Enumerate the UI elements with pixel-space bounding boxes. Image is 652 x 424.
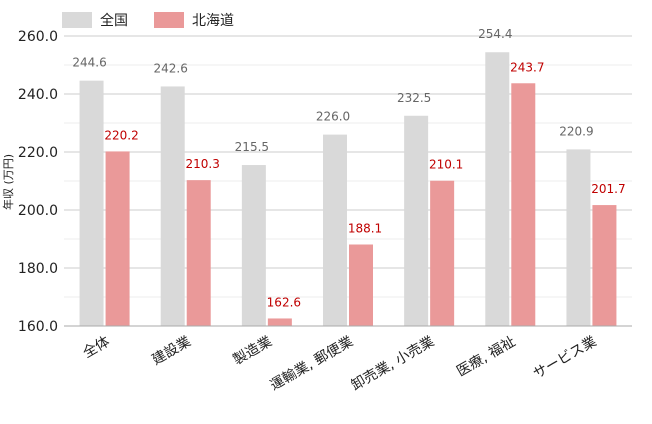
- y-axis: 160.0 180.0 200.0 220.0 240.0 260.0: [18, 29, 58, 335]
- y-tick-label: 160.0: [18, 319, 58, 335]
- bar-hokkaido: [105, 151, 130, 326]
- data-label: 210.1: [429, 158, 463, 172]
- bar-hokkaido: [430, 180, 455, 326]
- legend-label: 全国: [100, 12, 128, 29]
- bar-national: [241, 165, 266, 326]
- gridlines: [64, 35, 632, 327]
- data-labels: 244.6 220.2 242.6 210.3 215.5 162.6 226.0 188.1…: [72, 27, 625, 309]
- bar-hokkaido: [349, 244, 373, 326]
- x-tick-label: 医療, 福祉: [454, 333, 519, 380]
- data-label: 220.9: [559, 124, 593, 138]
- x-tick-label: 運輸業, 郵便業: [268, 334, 356, 394]
- legend: 全国 北海道: [62, 12, 234, 29]
- x-tick-label: 建設業: [149, 334, 193, 369]
- y-axis-label: 年収 (万円): [1, 154, 15, 210]
- y-tick-label: 180.0: [18, 261, 58, 277]
- data-label: 242.6: [154, 61, 188, 75]
- legend-label: 北海道: [192, 13, 234, 29]
- bar-hokkaido: [592, 205, 617, 326]
- data-label: 201.7: [591, 182, 625, 196]
- data-label: 188.1: [348, 222, 382, 236]
- y-tick-label: 200.0: [18, 203, 58, 219]
- bar-hokkaido: [186, 180, 211, 326]
- x-tick-label: 製造業: [230, 334, 274, 369]
- data-label: 220.2: [104, 128, 138, 142]
- data-label: 232.5: [397, 91, 431, 105]
- bar-national: [485, 52, 510, 327]
- bar-national: [566, 149, 591, 326]
- x-tick-label: サービス業: [531, 334, 600, 383]
- data-label: 210.3: [186, 157, 220, 171]
- data-label: 254.4: [478, 27, 512, 41]
- x-tick-label: 卸売業, 小売業: [349, 334, 437, 394]
- data-label: 162.6: [267, 295, 301, 309]
- bars: [79, 52, 617, 327]
- data-label: 244.6: [72, 56, 106, 70]
- bar-national: [323, 134, 347, 326]
- y-tick-label: 220.0: [18, 145, 58, 161]
- bar-national: [404, 115, 429, 326]
- data-label: 243.7: [510, 60, 544, 74]
- data-label: 215.5: [235, 140, 269, 154]
- legend-swatch: [62, 12, 92, 28]
- bar-hokkaido: [267, 318, 292, 326]
- x-tick-label: 全体: [80, 333, 113, 362]
- bar-national: [160, 86, 185, 327]
- data-label: 226.0: [316, 110, 350, 124]
- y-tick-label: 260.0: [18, 29, 58, 45]
- legend-swatch: [154, 12, 184, 28]
- bar-national: [79, 80, 104, 326]
- y-tick-label: 240.0: [18, 87, 58, 103]
- bar-hokkaido: [511, 83, 536, 327]
